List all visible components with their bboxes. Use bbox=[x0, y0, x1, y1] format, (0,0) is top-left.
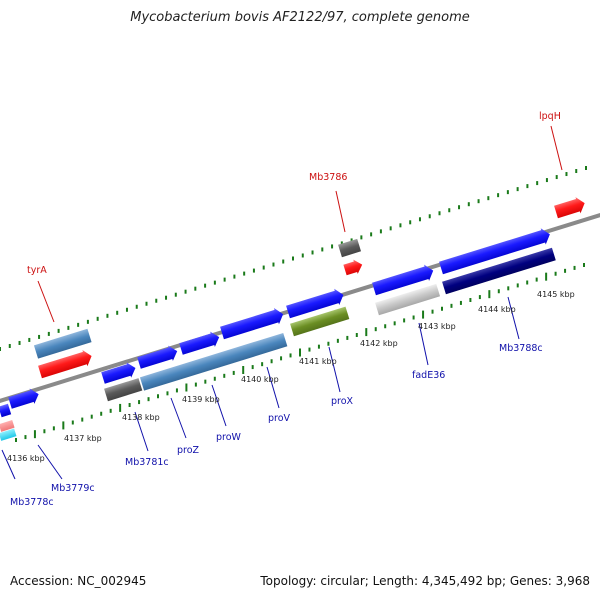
gene-b bbox=[101, 362, 136, 384]
gene-features bbox=[0, 197, 585, 441]
scale-label: 4137 kbp bbox=[64, 434, 102, 443]
gene-k bbox=[0, 428, 17, 441]
leader-line bbox=[507, 296, 520, 340]
gene-h bbox=[439, 228, 550, 275]
gene-proX bbox=[290, 306, 350, 337]
tick-marks-outer bbox=[0, 166, 587, 351]
gene-proZWV bbox=[139, 332, 288, 391]
gene-e bbox=[220, 308, 284, 340]
gene-Mb3786-track bbox=[338, 238, 362, 258]
scale-label: 4141 kbp bbox=[299, 357, 337, 366]
label-leader-lines bbox=[1, 125, 563, 480]
gene-label-mb3781c: Mb3781c bbox=[125, 457, 169, 468]
scale-label: 4138 kbp bbox=[122, 413, 160, 422]
leader-line bbox=[1, 449, 16, 480]
gene-labels: tyrA Mb3786 lpqH Mb3778c Mb3779c Mb3781c proZ p… bbox=[10, 111, 561, 508]
scale-label: 4139 kbp bbox=[182, 395, 220, 404]
leader-line bbox=[37, 280, 55, 323]
gene-label-prow: proW bbox=[216, 432, 242, 443]
scale-label: 4143 kbp bbox=[418, 322, 456, 331]
leader-line bbox=[134, 411, 149, 452]
gene-label-prov: proV bbox=[268, 413, 291, 424]
gene-lpqH bbox=[554, 197, 585, 219]
leader-line bbox=[37, 444, 63, 480]
gene-label-proz: proZ bbox=[177, 445, 200, 456]
scale-labels: 4136 kbp 4137 kbp 4138 kbp 4139 kbp 4140 kbp… bbox=[7, 290, 575, 463]
gene-label-prox: proX bbox=[331, 396, 354, 407]
gene-label-mb3778c: Mb3778c bbox=[10, 497, 54, 508]
scale-label: 4144 kbp bbox=[478, 305, 516, 314]
leader-line bbox=[550, 125, 563, 171]
gene-g bbox=[372, 264, 434, 296]
gene-label-mb3786: Mb3786 bbox=[309, 172, 347, 183]
leader-line bbox=[418, 322, 429, 366]
scale-label: 4140 kbp bbox=[241, 375, 279, 384]
tick-marks-inner bbox=[15, 263, 585, 442]
gene-j bbox=[0, 420, 15, 432]
gene-label-tyra: tyrA bbox=[27, 265, 47, 276]
gene-Mb3781c bbox=[104, 378, 143, 402]
gene-Mb3786 bbox=[343, 259, 363, 276]
gene-i bbox=[0, 403, 12, 418]
leader-line bbox=[335, 190, 346, 233]
gene-tyrA-track bbox=[33, 328, 92, 359]
gene-a bbox=[8, 388, 39, 409]
scale-label: 4145 kbp bbox=[537, 290, 575, 299]
gene-tyrA bbox=[38, 349, 92, 379]
gene-Mb3788c bbox=[442, 247, 556, 295]
leader-line bbox=[328, 346, 341, 393]
accession-text: Accession: NC_002945 bbox=[10, 574, 147, 588]
gene-label-mb3779c: Mb3779c bbox=[51, 483, 95, 494]
gene-label-mb3788c: Mb3788c bbox=[499, 343, 543, 354]
leader-line bbox=[211, 384, 227, 427]
gene-f bbox=[286, 288, 344, 319]
gene-label-lpqh: lpqH bbox=[539, 111, 561, 122]
leader-line bbox=[170, 397, 187, 439]
gene-fadE36 bbox=[375, 283, 441, 316]
scale-label: 4136 kbp bbox=[7, 454, 45, 463]
gene-label-fade36: fadE36 bbox=[412, 370, 445, 381]
gene-c bbox=[137, 345, 178, 369]
genome-summary-text: Topology: circular; Length: 4,345,492 bp… bbox=[260, 574, 590, 588]
leader-line bbox=[266, 366, 280, 409]
scale-label: 4142 kbp bbox=[360, 339, 398, 348]
map-title: Mycobacterium bovis AF2122/97, complete … bbox=[130, 10, 470, 25]
gene-d bbox=[179, 331, 220, 355]
